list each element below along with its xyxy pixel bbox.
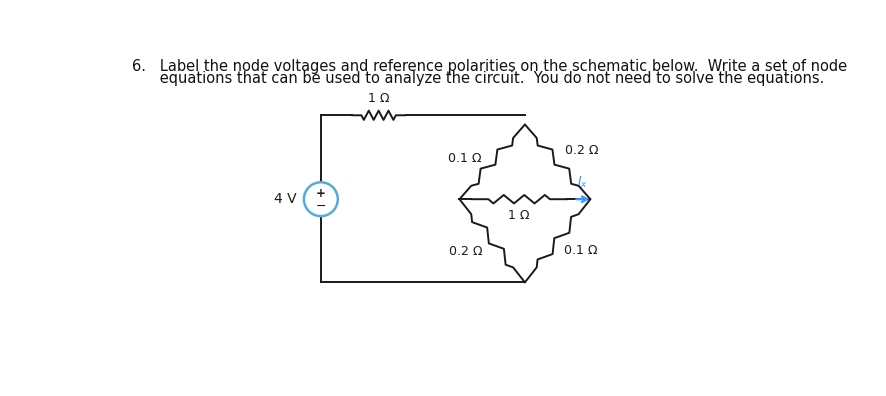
- Text: +: +: [316, 187, 326, 200]
- Text: 4 V: 4 V: [274, 192, 296, 206]
- Text: 0.2 Ω: 0.2 Ω: [565, 144, 599, 157]
- Text: −: −: [315, 200, 326, 213]
- Text: equations that can be used to analyze the circuit.  You do not need to solve the: equations that can be used to analyze th…: [132, 70, 825, 86]
- Text: 0.1 Ω: 0.1 Ω: [563, 244, 597, 257]
- Text: 1 Ω: 1 Ω: [509, 209, 530, 222]
- Text: 1 Ω: 1 Ω: [368, 91, 389, 105]
- Text: 6.   Label the node voltages and reference polarities on the schematic below.  W: 6. Label the node voltages and reference…: [132, 59, 847, 74]
- Text: $I_x$: $I_x$: [578, 175, 588, 190]
- Text: 0.2 Ω: 0.2 Ω: [449, 246, 483, 259]
- Text: 0.1 Ω: 0.1 Ω: [448, 152, 481, 165]
